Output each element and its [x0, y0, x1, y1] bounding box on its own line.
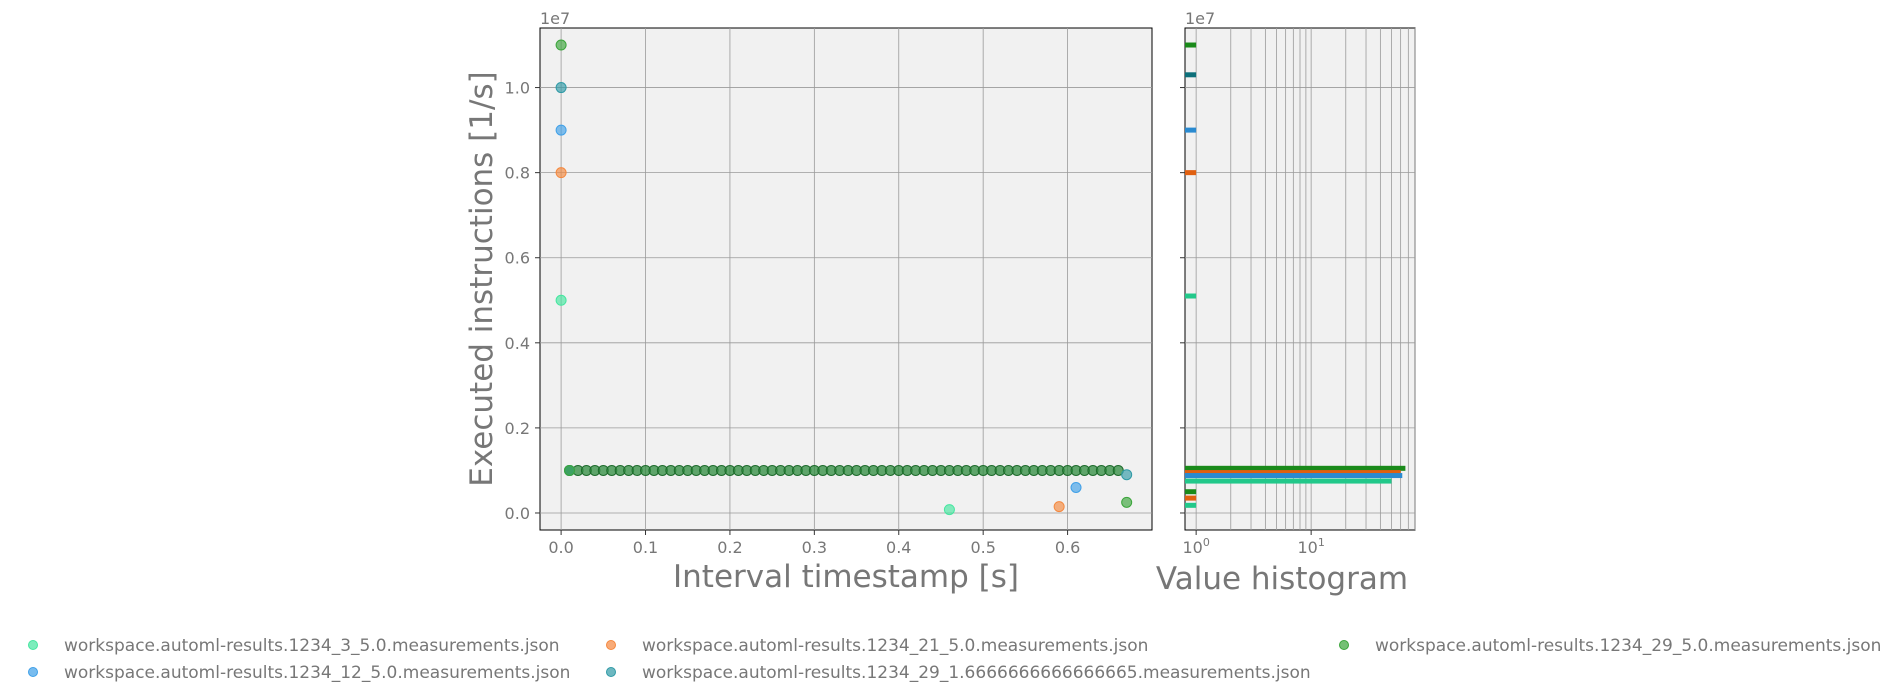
- scatter-x-axis-label: Interval timestamp [s]: [673, 559, 1019, 595]
- scatter-point: [555, 167, 567, 179]
- scatter-point: [555, 294, 567, 306]
- scatter-plot-area: [539, 27, 1153, 531]
- scatter-y-tick-label: 0.6: [505, 249, 530, 268]
- scatter-points: [555, 39, 1133, 516]
- legend-item: workspace.automl-results.1234_12_5.0.mea…: [28, 663, 570, 683]
- legend-item: workspace.automl-results.1234_29_5.0.mea…: [1339, 636, 1881, 656]
- histogram-x-axis-label: Value histogram: [1156, 561, 1408, 597]
- legend-label: workspace.automl-results.1234_12_5.0.mea…: [64, 663, 570, 683]
- legend-label: workspace.automl-results.1234_29_1.66666…: [642, 663, 1311, 683]
- scatter-point: [1121, 496, 1133, 508]
- scatter-x-tick-label: 0.1: [633, 538, 658, 557]
- scatter-grid: [540, 28, 1152, 530]
- histogram-bar: [1185, 502, 1197, 508]
- scatter-y-tick-label: 0.8: [505, 164, 530, 183]
- scatter-x-tick-label: 0.3: [802, 538, 827, 557]
- scatter-point: [1053, 501, 1065, 513]
- scatter-x-tick-label: 0.0: [548, 538, 573, 557]
- scatter-point: [555, 82, 567, 94]
- scatter-x-tick-label: 0.5: [970, 538, 995, 557]
- legend: workspace.automl-results.1234_3_5.0.meas…: [28, 636, 1881, 683]
- histogram-bar: [1185, 42, 1197, 48]
- legend-item: workspace.automl-results.1234_29_1.66666…: [606, 663, 1311, 683]
- scatter-point: [1070, 481, 1082, 493]
- legend-label: workspace.automl-results.1234_3_5.0.meas…: [64, 636, 560, 656]
- histogram-bar: [1185, 293, 1197, 299]
- legend-label: workspace.automl-results.1234_21_5.0.mea…: [642, 636, 1148, 656]
- legend-marker: [28, 640, 38, 650]
- scatter-point: [564, 464, 576, 476]
- histogram-bar: [1185, 495, 1197, 501]
- histogram-grid: [1185, 28, 1416, 530]
- histogram-bar: [1185, 470, 1401, 476]
- scatter-y-tick-label: 1.0: [505, 79, 530, 98]
- legend-item: workspace.automl-results.1234_21_5.0.mea…: [606, 636, 1148, 656]
- scatter-x-ticks: 0.0 0.1 0.2 0.3 0.4 0.5 0.6: [548, 530, 1080, 557]
- scatter-x-tick-label: 0.6: [1055, 538, 1080, 557]
- scatter-y-axis-label: Executed instructions [1/s]: [464, 71, 500, 486]
- histogram-panel: 100 101 1e7 Value histogram: [1156, 9, 1416, 597]
- scatter-x-tick-label: 0.2: [717, 538, 742, 557]
- histogram-y-ticks: [1180, 87, 1185, 514]
- histogram-x-ticks: 100 101: [1182, 530, 1325, 557]
- scatter-y-multiplier: 1e7: [540, 9, 570, 28]
- histogram-bars: [1185, 42, 1406, 508]
- legend-item: workspace.automl-results.1234_3_5.0.meas…: [28, 636, 560, 656]
- histogram-bar: [1185, 170, 1197, 176]
- legend-marker: [1339, 640, 1349, 650]
- legend-marker: [606, 667, 616, 677]
- scatter-y-ticks: 0.0 0.2 0.4 0.6 0.8 1.0: [505, 79, 540, 523]
- histogram-y-multiplier: 1e7: [1185, 9, 1215, 28]
- histogram-bar: [1185, 72, 1197, 78]
- histogram-bar: [1185, 465, 1406, 471]
- legend-marker: [606, 640, 616, 650]
- scatter-point: [555, 124, 567, 136]
- scatter-point: [555, 39, 567, 51]
- legend-marker: [28, 667, 38, 677]
- histogram-bar: [1185, 473, 1403, 479]
- scatter-y-tick-label: 0.2: [505, 419, 530, 438]
- scatter-y-tick-label: 0.4: [505, 334, 530, 353]
- histogram-bar: [1185, 489, 1197, 495]
- scatter-x-tick-label: 0.4: [886, 538, 911, 557]
- histogram-x-tick-label: 100: [1182, 536, 1209, 557]
- scatter-point: [943, 504, 955, 516]
- scatter-panel: 0.0 0.1 0.2 0.3 0.4 0.5 0.6 0.0 0.2 0.4 0.6 0.8 1.0…: [464, 9, 1153, 595]
- scatter-y-tick-label: 0.0: [505, 504, 530, 523]
- histogram-bar: [1185, 478, 1392, 484]
- legend-label: workspace.automl-results.1234_29_5.0.mea…: [1375, 636, 1881, 656]
- scatter-point: [1121, 469, 1133, 481]
- histogram-bar: [1185, 127, 1197, 133]
- histogram-x-tick-label: 101: [1297, 536, 1324, 557]
